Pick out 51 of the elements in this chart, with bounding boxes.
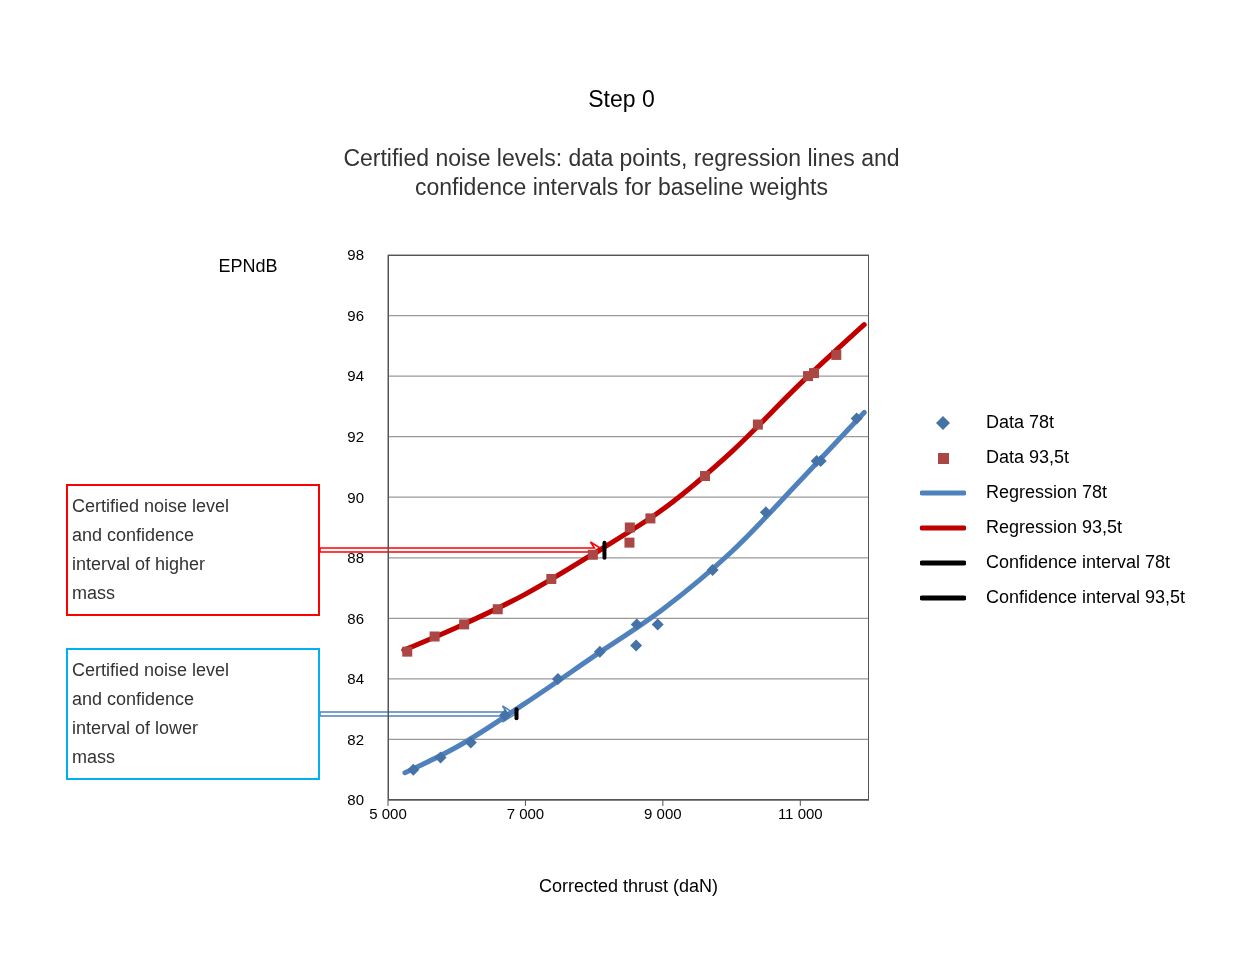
y-tick-label: 98	[347, 246, 364, 264]
point	[706, 563, 719, 576]
text: Certified noise level and confidence interval of lower mass	[72, 658, 231, 769]
y-tick-label: 88	[347, 549, 364, 567]
x-axis-title: Corrected thrust (daN)	[537, 876, 720, 897]
point	[850, 412, 863, 425]
point	[645, 513, 656, 524]
point	[499, 709, 512, 722]
y-tick-label: 84	[347, 670, 364, 688]
x-tick-label: 11 000	[777, 804, 823, 822]
legend-label: Regression 78t	[986, 482, 1108, 503]
legend-label: Regression 93,5t	[986, 517, 1123, 538]
point	[651, 618, 664, 631]
y-tick-label: 86	[347, 609, 364, 627]
point	[587, 549, 598, 560]
point	[402, 646, 413, 657]
point	[624, 522, 635, 533]
point	[630, 618, 643, 631]
legend-label: Confidence interval 78t	[986, 552, 1171, 573]
point	[464, 736, 477, 749]
y-tick-label: 94	[347, 367, 364, 385]
point	[593, 645, 606, 658]
point	[752, 419, 763, 430]
y-axis-title: EPNdB	[217, 256, 279, 277]
x-tick-label: 5 000	[369, 804, 407, 822]
point	[551, 672, 564, 685]
point	[434, 751, 447, 764]
legend-label: Data 78t	[986, 412, 1055, 433]
point	[630, 639, 643, 652]
point	[699, 471, 710, 482]
y-tick-label: 92	[347, 427, 364, 445]
point	[546, 573, 557, 584]
point	[624, 537, 635, 548]
chart-title: Step 0	[587, 86, 656, 113]
chart-subtitle: Certified noise levels: data points, regression lines and confidence intervals for baseline weights	[342, 144, 901, 202]
y-tick-label: 90	[347, 488, 364, 506]
legend-label: Confidence interval 93,5t	[986, 587, 1186, 608]
point	[492, 604, 503, 615]
x-tick-label: 9 000	[644, 804, 682, 822]
x-tick-label: 7 000	[506, 804, 545, 822]
point	[809, 368, 820, 379]
point	[831, 349, 842, 360]
point	[759, 506, 772, 519]
y-tick-label: 96	[347, 306, 364, 324]
point	[429, 631, 440, 642]
legend-label: Data 93,5t	[986, 447, 1070, 468]
point	[407, 763, 420, 776]
text: Certified noise level and confidence interval of higher mass	[72, 495, 231, 606]
point	[459, 619, 470, 630]
y-tick-label: 80	[347, 791, 364, 809]
y-tick-label: 82	[347, 730, 364, 748]
